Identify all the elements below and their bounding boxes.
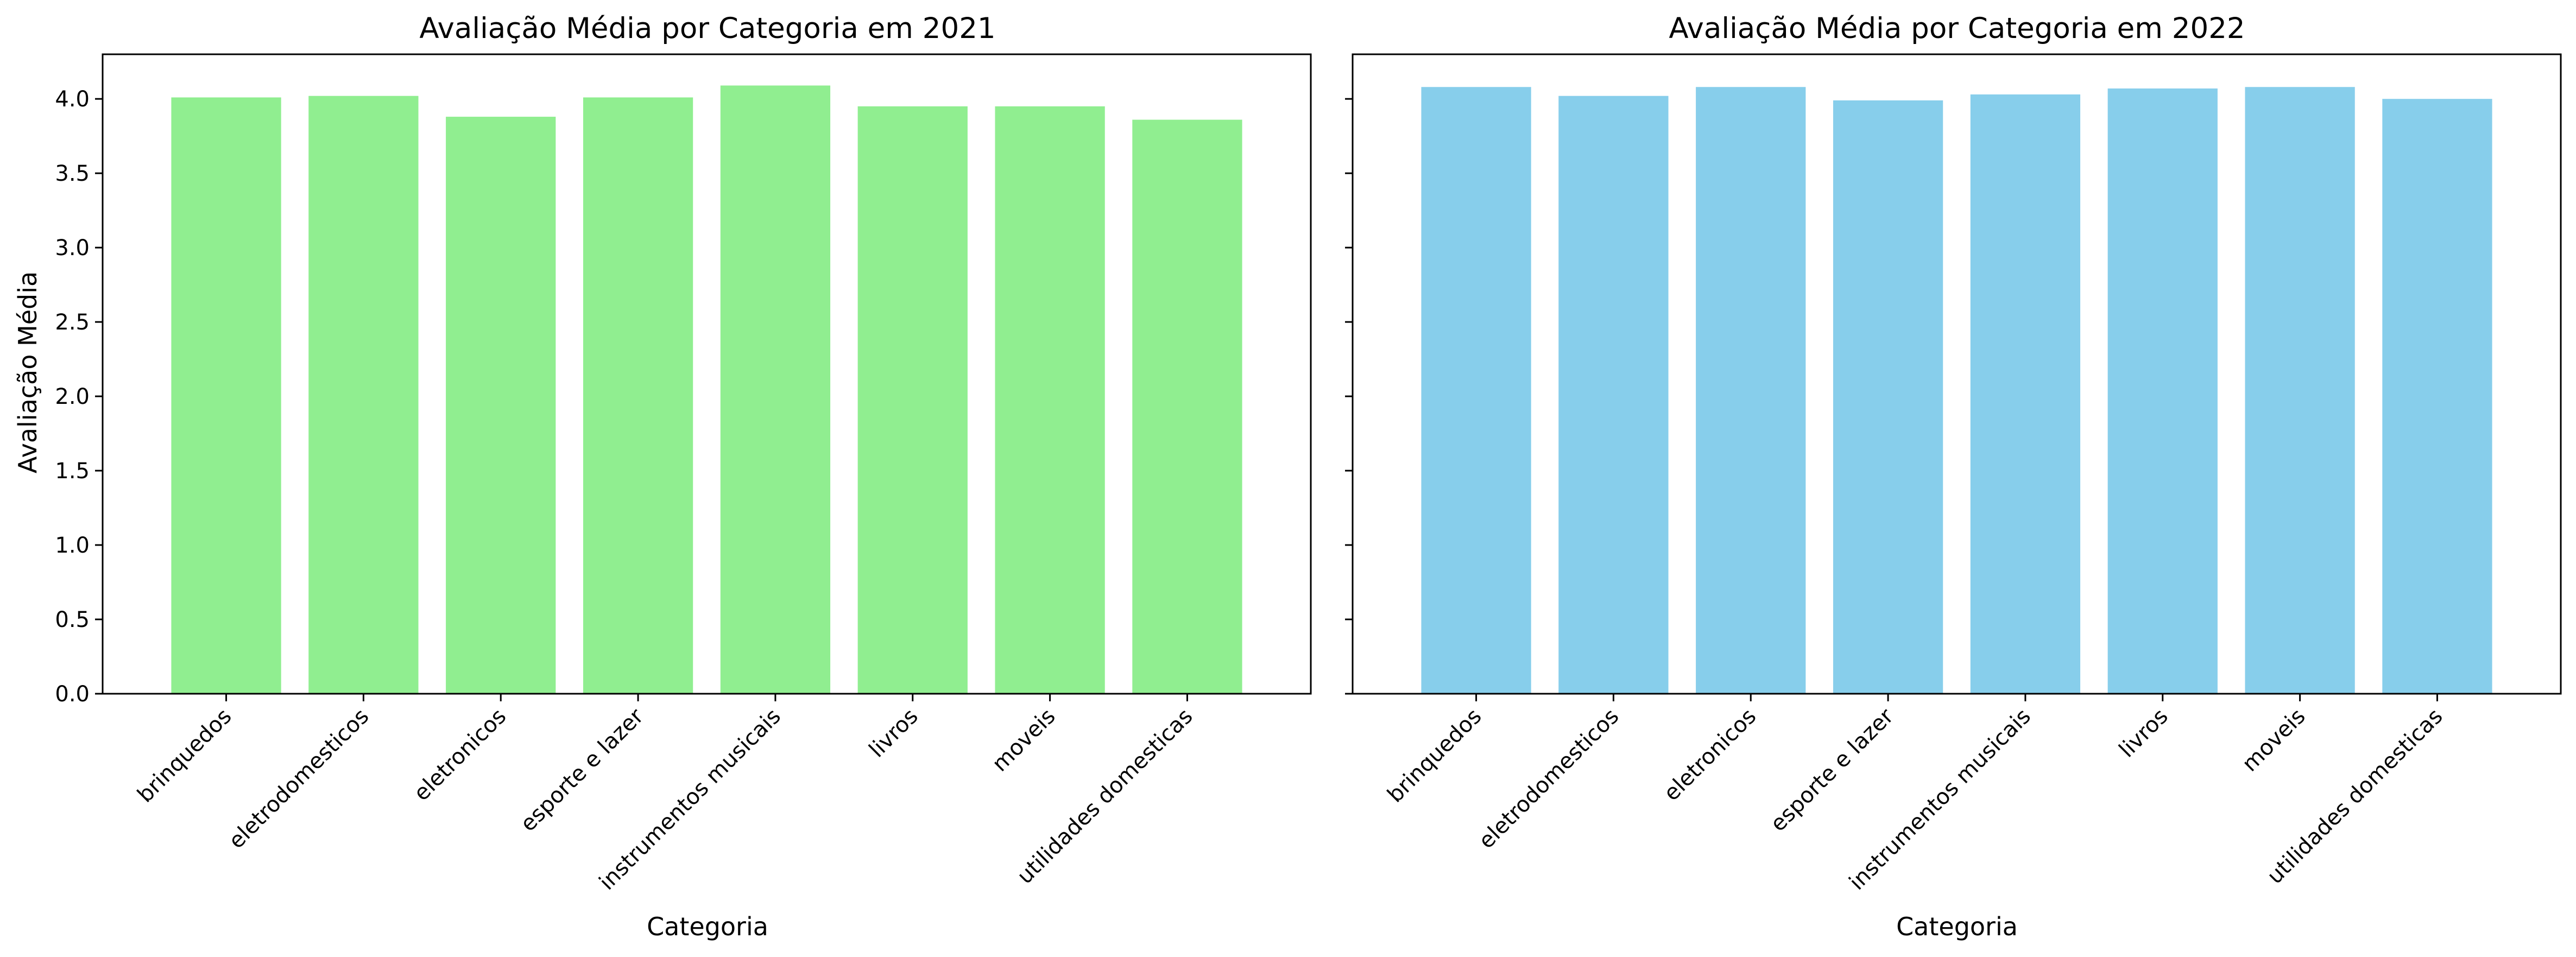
bar-2021-7 [995,106,1105,694]
y-tick-label: 3.0 [55,236,90,261]
bar-2022-3 [1696,87,1806,694]
bar-2021-8 [1132,119,1242,694]
y-tick-label: 2.0 [55,384,90,409]
bar-2021-1 [171,97,281,694]
x-tick-label: eletrodomesticos [1474,704,1624,854]
bar-2022-8 [2382,99,2492,694]
x-tick-label: eletronicos [409,704,511,806]
y-tick-label: 1.5 [55,459,90,484]
chart-title-2022: Avaliação Média por Categoria em 2022 [1669,12,2245,45]
bar-2021-4 [583,97,693,694]
y-tick-label: 0.5 [55,607,90,632]
x-tick-label: livros [2114,704,2173,763]
x-tick-label: moveis [2238,704,2310,777]
bar-2021-5 [720,85,831,694]
bar-2021-6 [857,106,968,694]
y-axis-label-2021: Avaliação Média [13,271,42,473]
x-tick-label: eletronicos [1659,704,1761,806]
bar-2022-2 [1558,96,1669,694]
x-axis-label-2021: Categoria [647,912,768,941]
x-tick-label: moveis [988,704,1060,777]
x-axis-label-2022: Categoria [1896,912,2018,941]
x-tick-label: livros [864,704,923,763]
bar-2022-5 [1970,94,2081,694]
y-tick-label: 1.0 [55,533,90,558]
x-tick-label: brinquedos [1382,704,1486,808]
bar-2021-2 [308,96,419,694]
chart-2021: Avaliação Média por Categoria em 2021 Ca… [13,12,1312,941]
x-tick-label: brinquedos [132,704,236,808]
plot-frame-2021 [102,53,1312,695]
bar-2022-7 [2245,87,2355,694]
x-tick-label: esporte e lazer [516,704,649,836]
y-tick-label: 3.5 [55,161,90,186]
bar-2022-6 [2107,88,2218,694]
bar-2021-3 [446,117,556,694]
x-tick-label: eletrodomesticos [224,704,374,854]
chart-title-2021: Avaliação Média por Categoria em 2021 [419,12,995,45]
y-tick-label: 2.5 [55,310,90,335]
y-tick-label: 0.0 [55,682,90,707]
plot-frame-2022 [1352,53,2562,695]
bar-2022-1 [1421,87,1531,694]
bar-2022-4 [1833,100,1943,694]
chart-2022: Avaliação Média por Categoria em 2022 Ca… [1345,12,2562,941]
y-tick-label: 4.0 [55,87,90,112]
x-tick-label: esporte e lazer [1766,704,1899,836]
